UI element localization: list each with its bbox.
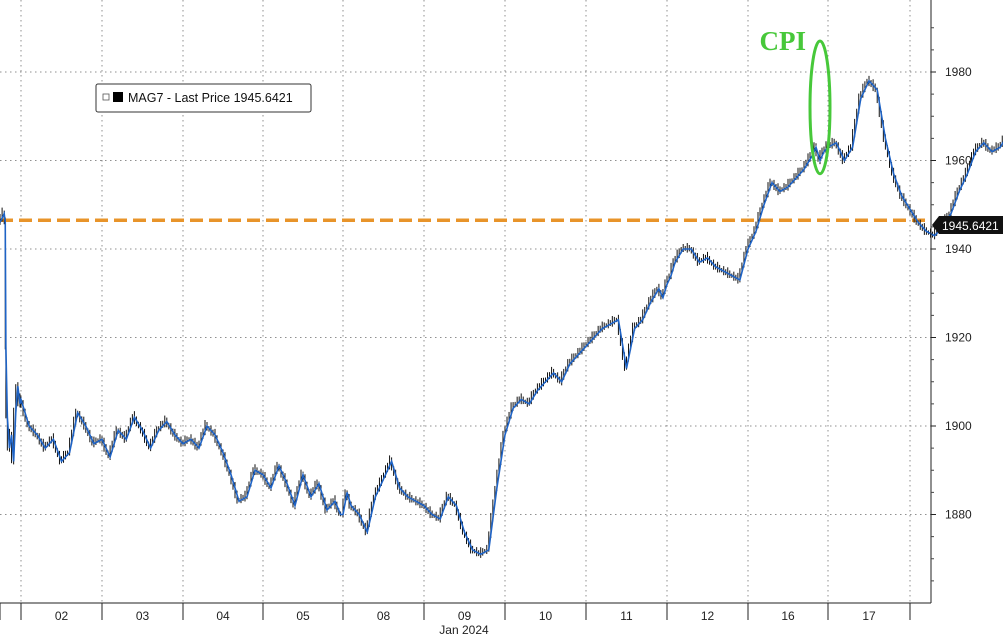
y-tick-label: 1960: [945, 154, 972, 168]
x-tick-label: 05: [296, 609, 310, 623]
legend-expand-icon[interactable]: [102, 93, 110, 101]
y-tick-label: 1880: [945, 508, 972, 522]
x-tick-label: 03: [136, 609, 150, 623]
y-tick-label: 1900: [945, 419, 972, 433]
annotation-label: CPI: [760, 26, 807, 56]
x-tick-label: 02: [55, 609, 69, 623]
y-tick-label: 1940: [945, 242, 972, 256]
annotation-ellipse: [808, 39, 832, 176]
annotations: CPI: [760, 26, 832, 176]
axes: 1880 1900 1920 1940 1960 1980 02 03 04 05 08 09 10 11…: [0, 0, 972, 623]
price-series: [0, 75, 1003, 558]
last-price-label: 1945.6421: [942, 219, 999, 233]
x-tick-label: 16: [781, 609, 795, 623]
last-price-tag: 1945.6421: [932, 216, 1003, 234]
y-tick-label: 1980: [945, 65, 972, 79]
x-tick-label: 08: [377, 609, 391, 623]
x-tick-label: 12: [701, 609, 715, 623]
legend: MAG7 - Last Price 1945.6421: [95, 83, 312, 113]
legend-label: MAG7 - Last Price 1945.6421: [128, 91, 293, 105]
x-axis-title: Jan 2024: [439, 623, 489, 637]
x-tick-label: 10: [539, 609, 553, 623]
legend-swatch: [113, 92, 123, 102]
y-tick-label: 1920: [945, 331, 972, 345]
x-tick-label: 17: [862, 609, 876, 623]
x-tick-label: 09: [458, 609, 472, 623]
x-tick-label: 04: [216, 609, 230, 623]
x-tick-label: 11: [620, 609, 633, 623]
price-line: [0, 79, 1003, 556]
